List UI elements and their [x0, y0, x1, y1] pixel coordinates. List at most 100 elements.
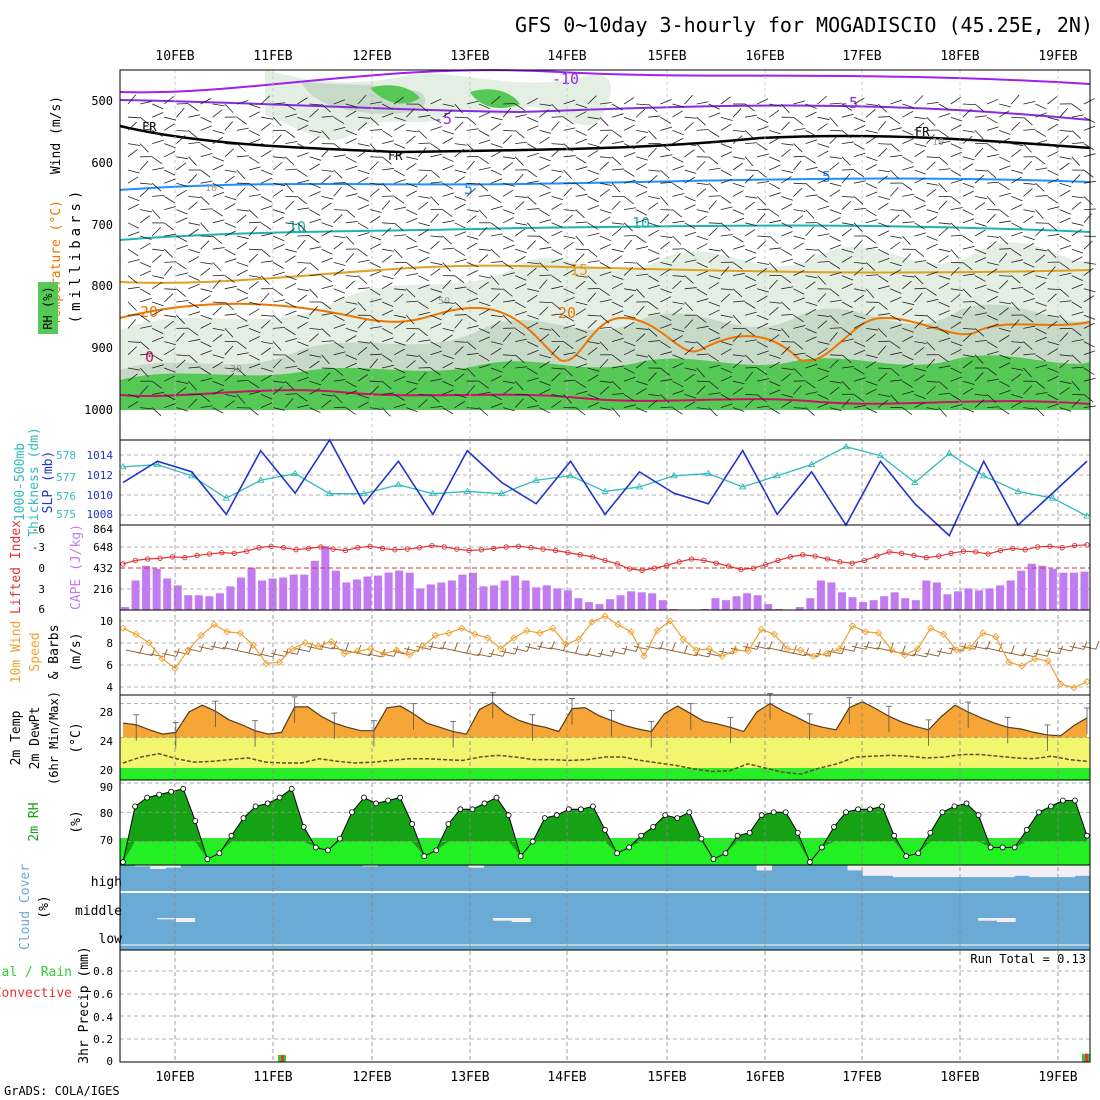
wind-barb: [381, 227, 392, 237]
wind-barb: [248, 253, 258, 263]
cape-bar: [1080, 571, 1089, 610]
wind-barb: [369, 298, 382, 303]
wind-barb: [1083, 341, 1095, 348]
rh-marker: [156, 791, 163, 798]
wind-barb: [357, 259, 370, 263]
wind-barb: [962, 305, 972, 316]
wind-barb: [127, 143, 140, 146]
wind-barb: [926, 326, 939, 329]
wind-barb: [708, 364, 721, 369]
wind-barb: [1035, 354, 1046, 362]
wind-barb: [781, 301, 791, 311]
wind-barb: [418, 354, 428, 364]
cape-tick: 432: [93, 562, 113, 575]
wind-barb: [563, 341, 574, 349]
wind-barb: [684, 231, 697, 237]
rh-marker: [240, 815, 247, 822]
wind-barb: [817, 248, 827, 258]
wind-barb: [829, 407, 842, 412]
wind-barb: [1083, 98, 1095, 105]
wind-barb: [672, 110, 683, 118]
wind-barb: [708, 328, 720, 335]
wind-barb: [212, 191, 225, 197]
wind-barb: [999, 156, 1011, 163]
wind-barb: [708, 103, 720, 110]
wind-barb: [817, 123, 828, 131]
wind-barb: [744, 328, 755, 337]
cape-bar: [374, 575, 383, 610]
wind-barb: [454, 148, 465, 158]
wind-barb: [635, 163, 647, 171]
wind-barb: [841, 366, 854, 369]
wind-barb: [466, 143, 476, 153]
wind-barb-flag: [429, 641, 434, 650]
contour-label: 10: [632, 214, 650, 232]
wind-barb: [466, 262, 479, 268]
wind-barb: [551, 175, 562, 184]
wind-barb: [297, 207, 310, 210]
wind-barb: [684, 301, 694, 312]
wind-barb: [1011, 176, 1022, 184]
wind-barb: [563, 214, 573, 224]
wind-barb: [1035, 103, 1047, 110]
wind-barb: [563, 99, 576, 105]
axis-label-thickness-2: Thickness (dm): [27, 427, 42, 537]
wind-barb: [587, 314, 600, 317]
wind-barb: [769, 103, 782, 107]
run-total-label: Run Total = 0.13: [970, 952, 1086, 966]
wind-barb: [551, 169, 564, 173]
wind-barb: [829, 134, 839, 144]
wind-barb: [140, 407, 153, 410]
wind-barb: [1047, 151, 1059, 158]
wind-barb: [660, 143, 671, 152]
wind-barb: [866, 274, 879, 276]
wind-barb: [624, 234, 637, 237]
wind-barb: [490, 341, 503, 345]
wind-barb: [224, 103, 234, 113]
wind-barb: [974, 328, 985, 337]
wind-barb: [430, 169, 440, 179]
wind-barb: [502, 332, 512, 342]
wind-barb: [406, 182, 418, 188]
wind-barb: [515, 275, 527, 281]
wind-barb-flag: [212, 641, 217, 650]
wind-barb: [272, 341, 282, 351]
wind-barb: [817, 402, 829, 408]
lifted-index-marker: [145, 556, 151, 562]
wind-barb: [212, 262, 222, 272]
wind-barb: [853, 394, 864, 402]
wind-speed-marker: [927, 624, 935, 632]
wind-speed-line: [122, 615, 1088, 689]
cloud-gap: [362, 865, 378, 867]
wind-barb: [563, 314, 575, 322]
wind-barb: [490, 375, 502, 382]
wind-barb: [321, 275, 333, 283]
wind-barb: [684, 275, 694, 284]
lifted-index-marker: [960, 548, 967, 554]
wind-barb: [514, 354, 525, 363]
wind-barb: [841, 338, 854, 342]
wind-speed-marker: [809, 652, 818, 660]
rh-marker: [831, 823, 837, 830]
wind-barb: [1081, 645, 1096, 650]
wind-barb: [757, 235, 770, 238]
wind-barb: [999, 275, 1012, 277]
cape-bar: [468, 572, 477, 610]
wind-barb: [382, 167, 395, 171]
wind-barb: [212, 279, 221, 290]
wind-barb: [527, 288, 540, 292]
wind-barb: [333, 116, 345, 124]
wind-barb: [611, 337, 624, 342]
wind-barb: [381, 112, 394, 118]
wind-speed-marker: [718, 652, 726, 660]
wind-barb: [1011, 149, 1022, 158]
wind-barb: [515, 283, 527, 290]
wind-barb: [682, 652, 697, 657]
wind-barb: [926, 271, 939, 276]
top-date-label: 13FEB: [450, 49, 489, 64]
rh-marker: [433, 847, 440, 854]
wind-barb: [1045, 650, 1060, 655]
wind-speed-marker: [822, 650, 831, 658]
wind-barb: [696, 407, 709, 410]
wind-barb: [127, 394, 140, 399]
